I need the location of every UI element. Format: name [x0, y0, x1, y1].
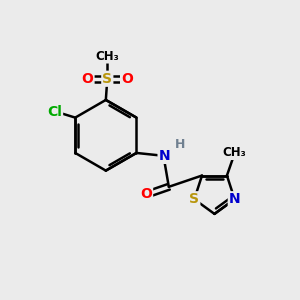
Text: CH₃: CH₃ [222, 146, 246, 159]
Text: N: N [229, 192, 240, 206]
Text: O: O [82, 72, 94, 86]
Text: CH₃: CH₃ [95, 50, 119, 63]
Text: O: O [140, 187, 152, 201]
Text: S: S [189, 192, 199, 206]
Text: O: O [121, 72, 133, 86]
Text: S: S [102, 72, 112, 86]
Text: N: N [159, 149, 170, 163]
Text: Cl: Cl [47, 105, 62, 119]
Text: H: H [175, 138, 185, 151]
